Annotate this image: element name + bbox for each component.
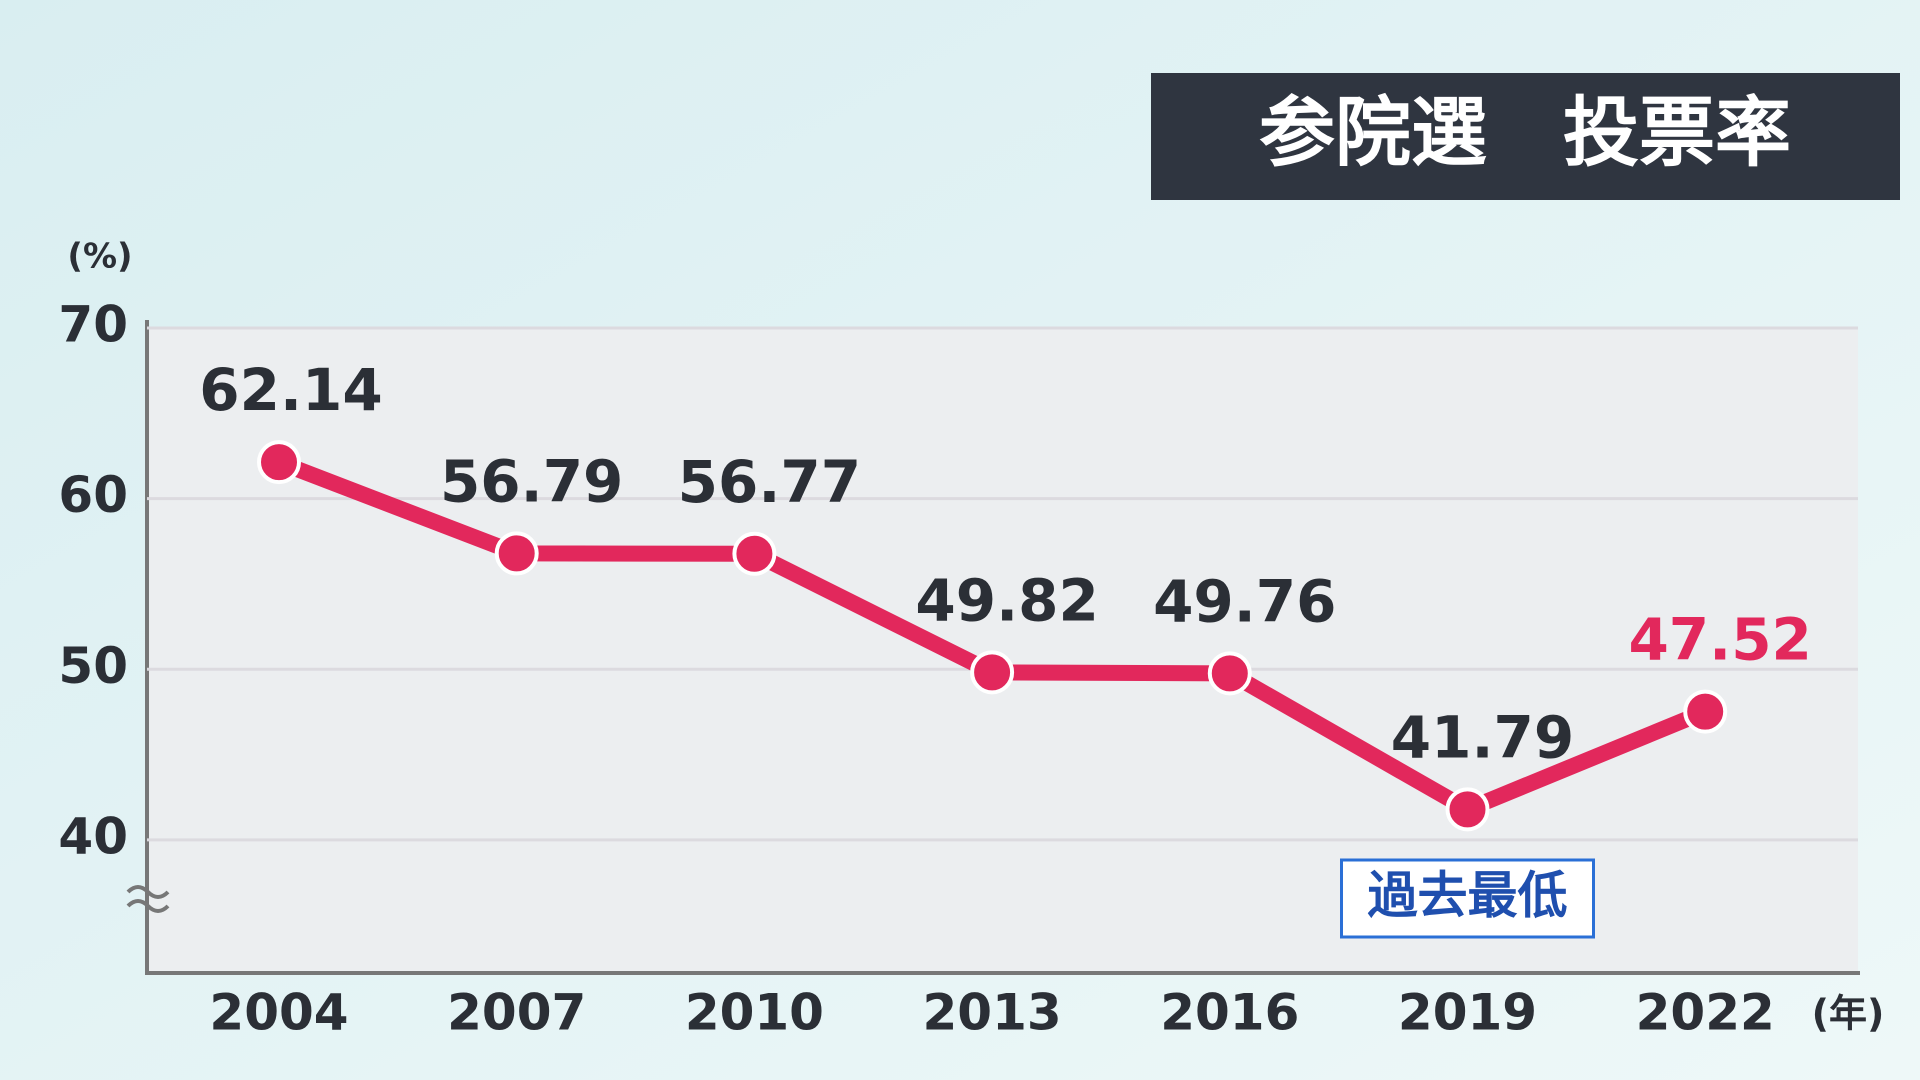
value-label: 62.14 xyxy=(199,356,382,424)
title-box xyxy=(1151,73,1900,200)
x-unit: (年) xyxy=(1812,992,1885,1036)
value-label: 49.76 xyxy=(1153,567,1336,635)
x-tick-label: 2019 xyxy=(1398,984,1537,1042)
point xyxy=(732,531,777,576)
value-label: 47.52 xyxy=(1628,606,1811,674)
plot-area xyxy=(147,328,1858,973)
x-tick-label: 2007 xyxy=(447,984,586,1042)
y-tick-label: 50 xyxy=(58,637,128,695)
annotation-box xyxy=(1340,858,1595,939)
x-tick-label: 2013 xyxy=(923,984,1062,1042)
value-label: 56.77 xyxy=(678,448,861,516)
point xyxy=(257,440,301,485)
value-label: 56.79 xyxy=(440,448,623,516)
point xyxy=(1445,787,1490,832)
point xyxy=(970,650,1015,695)
y-tick-label: 60 xyxy=(58,466,128,524)
value-label: 41.79 xyxy=(1391,703,1574,771)
value-label: 49.82 xyxy=(915,566,1098,634)
x-tick-label: 2016 xyxy=(1160,984,1299,1042)
point xyxy=(1207,651,1252,696)
y-unit: (%) xyxy=(67,237,132,277)
x-tick-label: 2022 xyxy=(1636,984,1775,1042)
point xyxy=(1683,689,1728,734)
y-tick-label: 70 xyxy=(58,296,128,354)
x-tick-label: 2010 xyxy=(685,984,824,1042)
x-tick-label: 2004 xyxy=(209,984,348,1042)
y-tick-label: 40 xyxy=(58,807,128,865)
chart-title: 参院選 投票率 xyxy=(1259,88,1791,177)
axis-break xyxy=(126,885,170,913)
point xyxy=(494,531,539,576)
annotation: 過去最低 xyxy=(1368,867,1568,925)
